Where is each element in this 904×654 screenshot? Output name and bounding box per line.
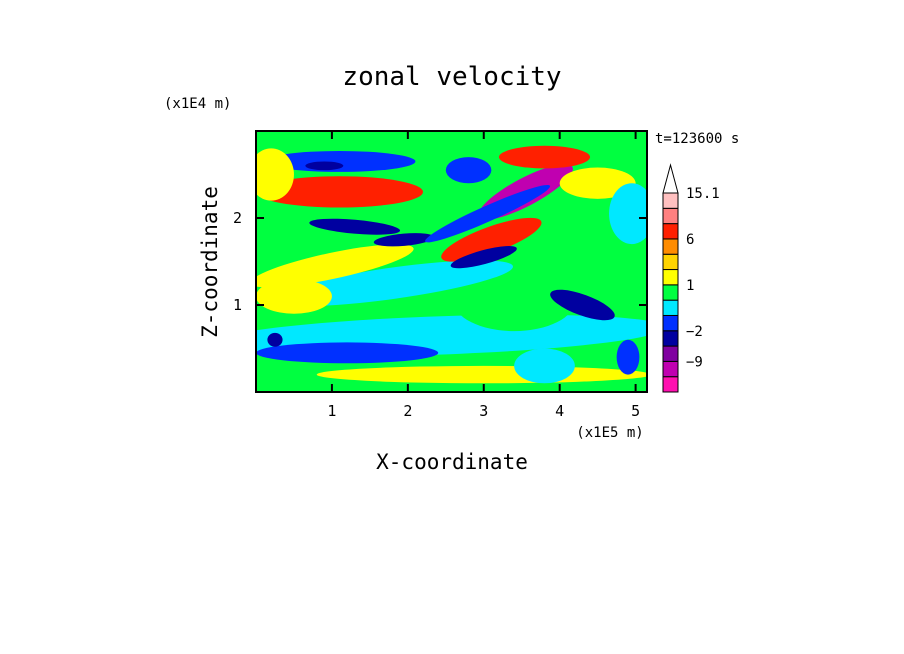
x-tick-label: 2: [403, 402, 412, 420]
field-region: [441, 217, 542, 262]
colorbar-label: −9: [686, 354, 703, 370]
y-axis-label: Z-coordinate: [198, 186, 222, 338]
colorbar-segment: [662, 253, 679, 271]
field-region: [550, 289, 615, 321]
field-region: [445, 157, 492, 184]
field-region: [514, 348, 575, 384]
field-region: [316, 365, 647, 384]
field-region: [498, 145, 591, 169]
field-region: [256, 342, 439, 364]
field-region: [256, 244, 414, 288]
field-region: [373, 233, 435, 247]
colorbar-segment: [662, 269, 679, 286]
x-tick-label: 5: [631, 402, 640, 420]
x-axis: 1 2 3 4 5: [327, 131, 640, 420]
field-region: [616, 339, 640, 375]
colorbar-label: 6: [686, 232, 694, 248]
field-region: [263, 151, 416, 172]
time-label: t=123600 s: [655, 131, 739, 147]
x-axis-label: X-coordinate: [376, 450, 528, 474]
colorbar-segment: [662, 192, 679, 209]
colorbar-segment: [662, 360, 679, 378]
colorbar-segment: [662, 284, 679, 301]
field-region: [453, 270, 575, 332]
x-tick-label: 4: [555, 402, 564, 420]
colorbar-segment: [662, 299, 679, 316]
colorbar: 15.1 6 1 −2 −9: [662, 163, 720, 393]
colorbar-segment: [662, 376, 679, 393]
y-tick-label: 2: [233, 209, 242, 227]
colorbar-segment: [662, 238, 679, 255]
plot-area: [255, 130, 648, 393]
x-axis-unit: (x1E5 m): [576, 425, 643, 441]
field-region: [425, 184, 551, 243]
x-tick-label: 1: [327, 402, 336, 420]
y-axis-unit: (x1E4 m): [164, 96, 231, 112]
field-region: [609, 183, 647, 245]
colorbar-segment: [662, 330, 679, 347]
y-tick-label: 1: [233, 296, 242, 314]
field-region: [267, 332, 283, 347]
plot-frame: [255, 130, 648, 393]
colorbar-segment: [662, 345, 679, 362]
y-axis: 12: [233, 209, 647, 314]
field-region: [450, 246, 517, 269]
colorbar-label: 15.1: [686, 186, 720, 202]
field-region: [272, 260, 513, 307]
colorbar-label: 1: [686, 278, 694, 294]
chart-title: zonal velocity: [342, 62, 561, 92]
field-region: [305, 161, 344, 171]
x-tick-label: 3: [479, 402, 488, 420]
colorbar-segment: [662, 223, 679, 240]
field-region: [309, 218, 401, 235]
velocity-field: [256, 145, 647, 384]
colorbar-extend-arrow: [662, 163, 679, 194]
field-region: [256, 278, 332, 314]
colorbar-label: −2: [686, 324, 703, 340]
field-region: [256, 148, 294, 201]
colorbar-segment: [662, 207, 679, 225]
field-region: [256, 176, 424, 208]
colorbar-segment: [662, 314, 679, 332]
